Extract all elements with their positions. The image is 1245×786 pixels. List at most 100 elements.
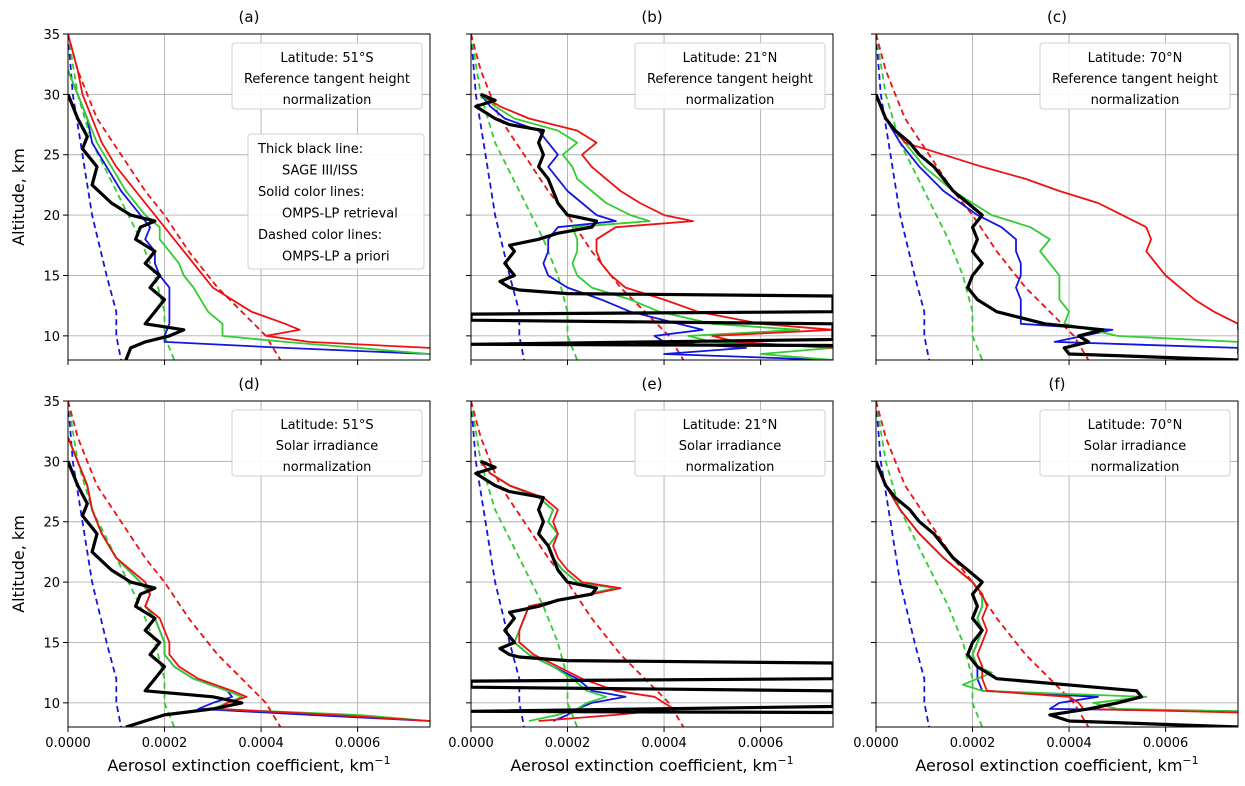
sage-line: [471, 459, 833, 715]
sage-line: [68, 93, 186, 360]
panel-title: (c): [1047, 8, 1067, 26]
panel-d: 0.0000 0.0002 0.0004 0.0006 10 15 20 25 30 35 (d) L…: [9, 375, 431, 775]
plot-frame: [67, 400, 431, 728]
info-box-line: Latitude: 51°S: [280, 418, 373, 433]
info-box: [231, 42, 423, 110]
info-box-line: normalization: [283, 460, 372, 475]
blue-apriori-line: [876, 401, 930, 727]
plot-frame: [875, 33, 1239, 361]
y-tick-label: 20: [43, 209, 60, 224]
plot-frame: [470, 33, 834, 361]
green-apriori-line: [471, 401, 579, 727]
x-axis-label: Aerosol extinction coefficient, km−1: [107, 754, 390, 775]
y-tick-label: 30: [43, 88, 60, 103]
legend-note-line: Thick black line:: [257, 142, 363, 157]
panel-f: 0.0000 0.0002 0.0004 0.0006 (f) Latitude: 70°…: [853, 375, 1239, 775]
y-tick-label: 10: [43, 697, 60, 712]
x-tick-label: 0.0006: [1143, 736, 1189, 751]
green-apriori-line: [68, 34, 176, 360]
x-axis-label: Aerosol extinction coefficient, km−1: [915, 754, 1198, 775]
panel-title: (d): [238, 375, 259, 393]
x-axis-label-sup: −1: [1182, 754, 1198, 767]
x-tick-label: 0.0000: [853, 736, 899, 751]
y-tick-label: 25: [43, 149, 60, 164]
info-box-line: Latitude: 51°S: [280, 51, 373, 66]
red-apriori-line: [68, 401, 282, 727]
x-tick-label: 0.0000: [45, 736, 91, 751]
sage-line: [471, 92, 833, 348]
panel-b: (b) Latitude: 21°N Reference tangent heigh…: [466, 8, 834, 365]
blue-retrieval-line: [876, 461, 1238, 713]
red-apriori-line: [68, 34, 282, 360]
legend-note-line: OMPS-LP a priori: [282, 250, 390, 265]
blue-apriori-line: [68, 34, 122, 360]
legend-note-box: [247, 133, 425, 270]
x-axis-label-sup: −1: [777, 754, 793, 767]
info-box-line: Reference tangent height: [647, 72, 813, 87]
legend-note-line: Dashed color lines:: [258, 228, 382, 243]
panel-title: (f): [1049, 375, 1066, 393]
info-box-line: Reference tangent height: [244, 72, 410, 87]
info-box-line: normalization: [1091, 93, 1180, 108]
x-tick-label: 0.0000: [448, 736, 494, 751]
info-box-line: normalization: [1091, 460, 1180, 475]
panel-e: 0.0000 0.0002 0.0004 0.0006 (e) Latitude: 21°…: [448, 375, 834, 775]
y-tick-label: 25: [43, 516, 60, 531]
x-axis-label: Aerosol extinction coefficient, km−1: [510, 754, 793, 775]
y-tick-label: 30: [43, 455, 60, 470]
y-axis-label: Altitude, km: [9, 515, 28, 613]
panel-title: (a): [239, 8, 260, 26]
info-box-line: normalization: [686, 93, 775, 108]
info-box-line: Solar irradiance: [679, 439, 782, 454]
sage-line: [68, 460, 244, 727]
panel-a: 10 15 20 25 30 35 (a) Latitude: 51°S Reference t…: [9, 8, 431, 365]
blue-apriori-line: [68, 401, 122, 727]
series-group: [471, 401, 833, 727]
green-apriori-line: [876, 34, 984, 360]
red-apriori-line: [876, 34, 1090, 360]
green-retrieval-line: [876, 461, 1238, 713]
info-box-line: normalization: [686, 460, 775, 475]
y-tick-label: 15: [43, 636, 60, 651]
green-apriori-line: [68, 401, 176, 727]
info-box: [634, 42, 826, 110]
series-group: [876, 401, 1238, 727]
y-tick-label: 20: [43, 576, 60, 591]
x-tick-label: 0.0002: [545, 736, 591, 751]
y-axis-label: Altitude, km: [9, 148, 28, 246]
info-box: [1039, 42, 1231, 110]
info-box-line: normalization: [283, 93, 372, 108]
info-box-line: Solar irradiance: [276, 439, 379, 454]
green-retrieval-line: [876, 94, 1238, 348]
sage-line: [876, 93, 1238, 360]
x-tick-label: 0.0006: [738, 736, 784, 751]
plot-frame: [470, 400, 834, 728]
red-retrieval-line: [876, 94, 1238, 330]
y-tick-label: 35: [43, 395, 60, 410]
series-group: [876, 34, 1238, 360]
red-retrieval-line: [68, 436, 430, 722]
red-retrieval-line: [876, 461, 1238, 714]
green-retrieval-line: [68, 69, 430, 355]
green-apriori-line: [471, 34, 579, 360]
series-group: [68, 34, 430, 360]
info-box-line: Latitude: 70°N: [1088, 51, 1183, 66]
y-tick-label: 10: [43, 330, 60, 345]
series-group: [68, 401, 430, 727]
x-tick-label: 0.0002: [142, 736, 188, 751]
info-box: [231, 409, 423, 477]
blue-retrieval-line: [479, 93, 833, 360]
plot-frame: [875, 400, 1239, 728]
panel-title: (e): [642, 375, 663, 393]
x-tick-label: 0.0006: [335, 736, 381, 751]
green-retrieval-line: [480, 93, 833, 360]
info-box-line: Latitude: 21°N: [683, 418, 778, 433]
green-retrieval-line: [68, 436, 430, 722]
series-group: [471, 34, 833, 360]
red-apriori-line: [876, 401, 1090, 727]
plot-frame: [67, 33, 431, 361]
blue-apriori-line: [471, 34, 525, 360]
info-box-line: Reference tangent height: [1052, 72, 1218, 87]
x-tick-label: 0.0004: [1046, 736, 1092, 751]
